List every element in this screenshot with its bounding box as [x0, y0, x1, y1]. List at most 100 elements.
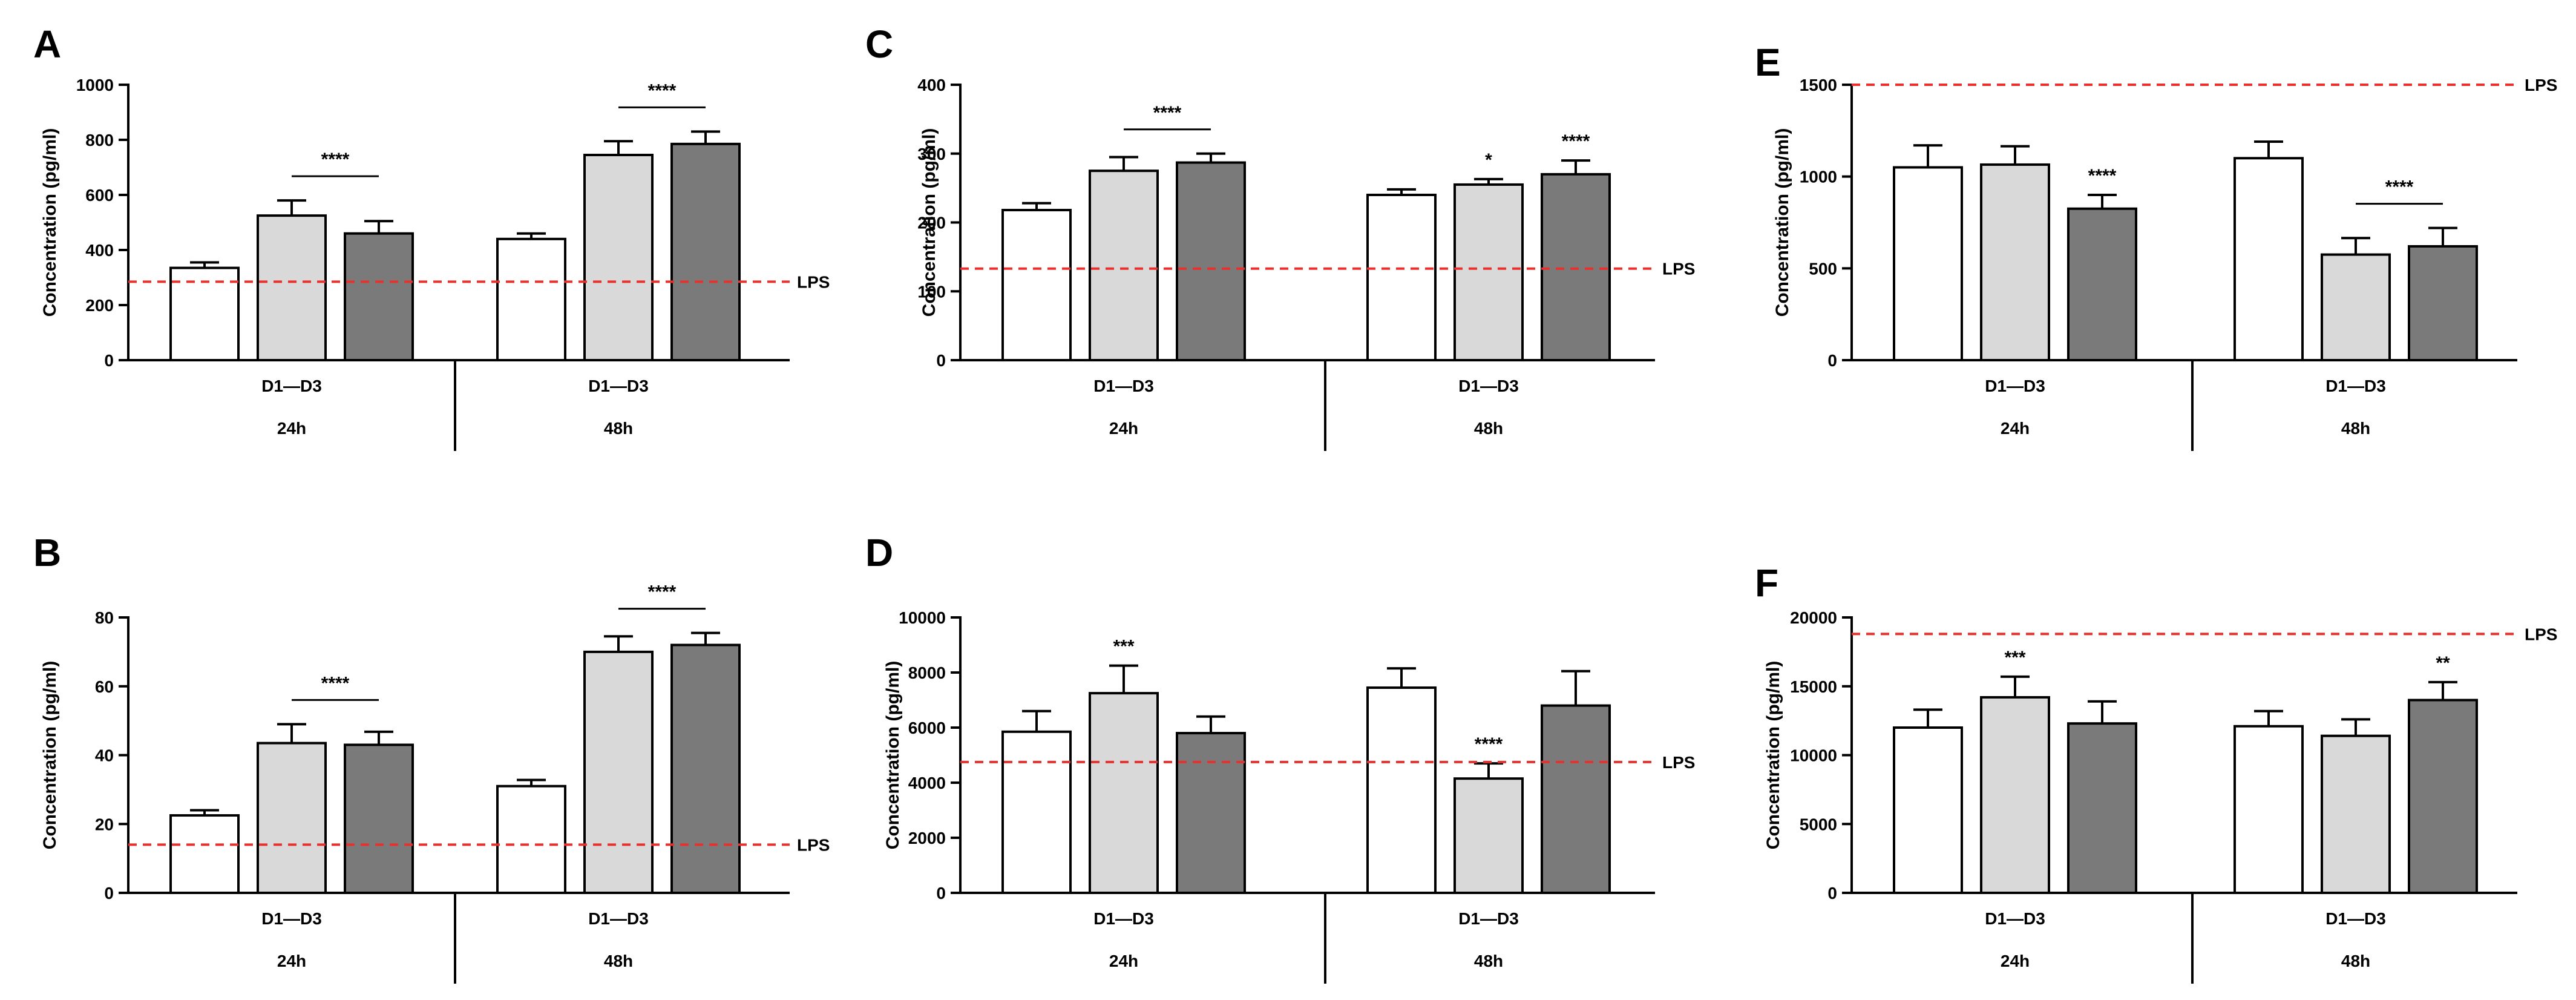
y-axis-label: Concentration (pg/ml) — [40, 128, 60, 317]
significance-label: **** — [321, 673, 350, 693]
y-tick-label: 6000 — [908, 719, 946, 737]
bar-d1-48h — [1366, 194, 1437, 361]
y-tick-label: 400 — [85, 241, 114, 260]
lps-label: LPS — [2525, 625, 2557, 643]
y-tick-label: 1000 — [76, 76, 114, 94]
bar-d3-24h — [344, 743, 414, 894]
bar-d2-24h — [1980, 163, 2050, 361]
x-group-label: 48h — [1474, 419, 1503, 438]
y-tick-label: 400 — [917, 76, 946, 94]
bar-d1-48h — [2234, 725, 2304, 894]
bar-d2-48h — [2321, 253, 2391, 362]
x-tick-label: D1—D3 — [1093, 377, 1154, 395]
bar-d1-48h — [496, 237, 566, 361]
significance-label: **** — [321, 150, 350, 169]
panel-letter: F — [1755, 561, 1778, 605]
x-tick-label: D1—D3 — [261, 909, 322, 928]
significance-label: **** — [648, 582, 677, 602]
bar-d2-48h — [2321, 734, 2391, 895]
panel-letter: B — [33, 531, 61, 574]
x-group-label: 24h — [277, 419, 306, 438]
x-tick-label: D1—D3 — [2325, 909, 2386, 928]
bar-d2-24h — [1089, 692, 1159, 894]
x-group-label: 24h — [1109, 952, 1138, 970]
bar-d3-24h — [344, 232, 414, 362]
bar-d1-48h — [496, 785, 566, 894]
y-tick-label: 0 — [936, 351, 946, 370]
significance-label: **** — [2088, 166, 2117, 186]
x-tick-label: D1—D3 — [261, 377, 322, 395]
bar-d3-24h — [2067, 722, 2137, 895]
x-group-label: 24h — [2001, 952, 2030, 970]
y-tick-label: 500 — [1809, 259, 1837, 278]
bar-d2-24h — [257, 742, 327, 894]
y-tick-label: 1500 — [1800, 76, 1837, 94]
y-tick-label: 100 — [917, 282, 946, 301]
y-tick-label: 0 — [1827, 884, 1837, 903]
y-tick-label: 800 — [85, 131, 114, 150]
x-tick-label: D1—D3 — [1458, 377, 1519, 395]
bar-d2-48h — [583, 154, 654, 361]
panel-a: A Concentration (pg/ml) 0 200 400 600 800 1000 D… — [33, 22, 830, 451]
y-axis-label: Concentration (pg/ml) — [919, 128, 939, 317]
y-tick-label: 0 — [104, 351, 114, 370]
panel-letter: D — [865, 531, 893, 574]
bar-d1-24h — [1893, 726, 1963, 894]
significance-label: **** — [648, 81, 677, 100]
y-axis-label: Concentration (pg/ml) — [1772, 128, 1792, 317]
panel-letter: C — [865, 22, 893, 66]
significance-label: **** — [1475, 734, 1503, 754]
y-tick-label: 10000 — [1790, 746, 1837, 765]
panel-f: F Concentration (pg/ml) 0 5000 10000 15000 200… — [1755, 561, 2557, 984]
y-tick-label: 0 — [936, 884, 946, 903]
y-tick-label: 60 — [95, 677, 114, 696]
y-axis-label: Concentration (pg/ml) — [883, 661, 903, 850]
y-tick-label: 4000 — [908, 774, 946, 792]
significance-label: * — [1485, 150, 1492, 170]
significance-label: **** — [1153, 103, 1182, 123]
significance-label: **** — [2385, 177, 2414, 197]
x-group-label: 48h — [2341, 419, 2370, 438]
panel-letter: E — [1755, 41, 1781, 84]
bar-d3-48h — [2408, 245, 2478, 361]
bar-d1-24h — [1893, 166, 1963, 361]
y-tick-label: 0 — [104, 884, 114, 903]
y-tick-label: 10000 — [899, 608, 946, 627]
panel-letter: A — [33, 22, 61, 66]
panel-d: D Concentration (pg/ml) 0 2000 4000 6000 8000 1… — [865, 531, 1695, 984]
x-tick-label: D1—D3 — [2325, 377, 2386, 395]
x-tick-label: D1—D3 — [1985, 909, 2045, 928]
bar-d3-48h — [2408, 699, 2478, 894]
y-tick-label: 20 — [95, 815, 114, 834]
bar-d3-48h — [670, 142, 741, 361]
x-group-label: 48h — [604, 419, 633, 438]
y-tick-label: 0 — [1827, 351, 1837, 370]
lps-label: LPS — [797, 835, 830, 854]
bar-d1-48h — [2234, 157, 2304, 361]
y-tick-label: 40 — [95, 746, 114, 765]
x-group-label: 48h — [604, 952, 633, 970]
lps-label: LPS — [797, 272, 830, 291]
significance-label: *** — [2004, 648, 2025, 668]
y-tick-label: 1000 — [1800, 168, 1837, 186]
lps-label: LPS — [1662, 753, 1695, 772]
x-tick-label: D1—D3 — [1985, 377, 2045, 395]
y-tick-label: 15000 — [1790, 677, 1837, 696]
bar-d3-48h — [1541, 173, 1611, 361]
bar-d2-48h — [583, 650, 654, 894]
significance-label: *** — [1113, 637, 1134, 657]
y-tick-label: 80 — [95, 608, 114, 627]
bar-d2-24h — [1089, 169, 1159, 361]
x-group-label: 24h — [1109, 419, 1138, 438]
significance-label: **** — [1562, 131, 1590, 151]
y-tick-label: 600 — [85, 186, 114, 205]
bar-d3-48h — [670, 643, 741, 894]
lps-label: LPS — [1662, 260, 1695, 278]
bar-d2-48h — [1454, 183, 1524, 361]
x-tick-label: D1—D3 — [1093, 909, 1154, 928]
x-tick-label: D1—D3 — [588, 377, 649, 395]
bar-d1-24h — [1001, 730, 1072, 894]
x-tick-label: D1—D3 — [588, 909, 649, 928]
bar-d1-24h — [169, 814, 240, 894]
